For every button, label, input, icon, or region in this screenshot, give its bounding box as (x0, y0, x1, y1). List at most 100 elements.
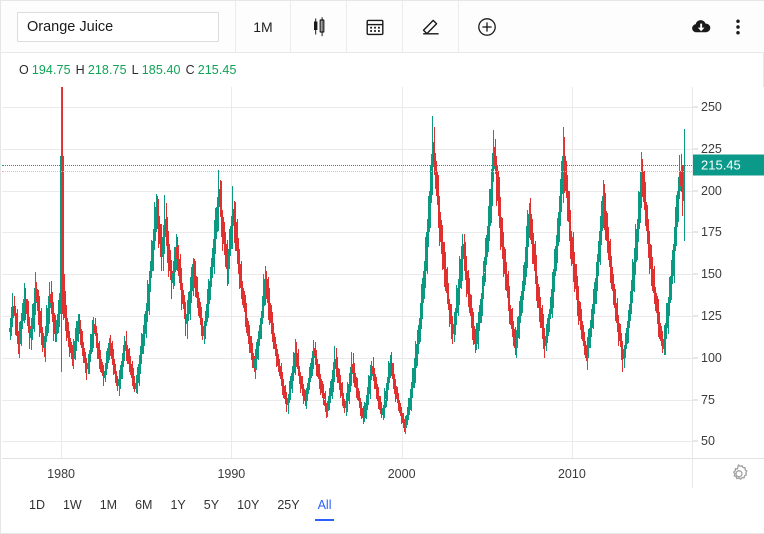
candle-body (406, 414, 409, 422)
price-line-secondary (2, 170, 692, 172)
range-tab-6m[interactable]: 6M (135, 498, 153, 512)
time-tick-label: 2000 (387, 467, 416, 481)
range-tab-10y[interactable]: 10Y (237, 498, 260, 512)
candle-body (58, 300, 61, 315)
candle-body (260, 317, 263, 330)
candle-body (199, 307, 202, 318)
candle-body (298, 369, 301, 377)
candle-body (78, 320, 81, 330)
candle-body (541, 317, 544, 328)
more-options-button[interactable] (723, 1, 753, 53)
candle-body (429, 190, 431, 213)
candle-body (257, 339, 260, 350)
candle-body (543, 337, 546, 347)
candle-body (404, 421, 407, 428)
candle-body (89, 344, 92, 355)
candle-body (57, 314, 60, 326)
range-tab-1w[interactable]: 1W (62, 498, 82, 512)
candle-body (261, 305, 264, 318)
candle-body (255, 349, 258, 360)
candle-body (536, 284, 539, 296)
candle-body (369, 376, 372, 387)
candle-body (265, 279, 268, 291)
range-tab-1m[interactable]: 1M (99, 498, 118, 512)
candle-body (485, 242, 488, 258)
candle-body (155, 207, 158, 225)
candle-body (348, 384, 351, 393)
candle-body (336, 367, 339, 377)
candle-body (599, 230, 602, 248)
candle-body (18, 332, 21, 345)
candle-body (243, 297, 246, 308)
range-tab-1y[interactable]: 1Y (170, 498, 186, 512)
candle-body (386, 382, 389, 392)
candle-body (538, 295, 541, 308)
candle-body (129, 364, 132, 372)
ohlc-low-label: L (131, 63, 139, 77)
range-tab-25y[interactable]: 25Y (277, 498, 300, 512)
candle-body (325, 406, 328, 412)
candle-body (339, 382, 342, 390)
candle-body (248, 336, 251, 345)
drawing-tools-button[interactable] (403, 1, 458, 53)
interval-selector-button[interactable]: 1M (253, 18, 273, 35)
candle-body (606, 225, 609, 241)
candle-body (180, 282, 183, 295)
candle-body (197, 297, 200, 308)
settings-button[interactable] (728, 463, 750, 485)
candle-body (548, 314, 551, 326)
range-tab-all[interactable]: All (309, 494, 341, 521)
symbol-search-input[interactable] (17, 11, 219, 42)
candle-body (156, 207, 159, 216)
chart-type-button[interactable] (291, 1, 346, 53)
candle-body (332, 369, 335, 380)
candle-body (604, 210, 607, 226)
calendar-button[interactable] (347, 1, 402, 53)
candle-body (420, 302, 423, 318)
candle-body (367, 386, 370, 395)
candle-body (410, 387, 413, 398)
range-tab-5y[interactable]: 5Y (203, 498, 220, 512)
chart-plot-area[interactable] (2, 87, 692, 458)
candle-body (566, 190, 569, 208)
candle-body (464, 257, 467, 271)
add-indicator-button[interactable] (459, 1, 514, 53)
time-axis[interactable]: 19801990200020102020 (2, 458, 756, 488)
candle-body (661, 341, 664, 350)
candle-body (650, 257, 653, 270)
candle-body (358, 394, 361, 402)
candle-body (365, 402, 368, 412)
candle-body (651, 269, 654, 281)
candle-body (640, 172, 643, 193)
candle-body (658, 322, 661, 333)
candle-body (603, 195, 606, 211)
candle-body (634, 245, 637, 263)
candle-body (680, 170, 683, 186)
candle-body (508, 297, 511, 310)
candle-body (416, 344, 419, 357)
candle-body (122, 351, 125, 362)
candle-body (139, 354, 142, 365)
candle-body (515, 337, 518, 348)
candle-body (385, 391, 388, 400)
candle-body (455, 300, 458, 313)
download-button[interactable] (679, 1, 723, 53)
candle-body (478, 310, 481, 323)
price-axis[interactable]: 215.45 250 225 200 175 150 125 100 75 50 (692, 87, 764, 458)
candle-body (272, 332, 275, 341)
candle-body (165, 219, 168, 231)
range-tab-1d[interactable]: 1D (29, 498, 45, 512)
candle-body (583, 341, 586, 350)
candle-body (639, 192, 641, 211)
candle-body (617, 322, 620, 333)
candle-body (343, 402, 346, 408)
candle-body (407, 406, 410, 415)
candle-body (602, 195, 605, 214)
candle-body (643, 187, 646, 203)
price-tick-mark (693, 357, 698, 359)
candle-body (145, 310, 148, 323)
candle-body (116, 381, 119, 387)
candle-body (128, 357, 131, 365)
candle-body (529, 214, 532, 230)
candle-body (34, 289, 37, 303)
